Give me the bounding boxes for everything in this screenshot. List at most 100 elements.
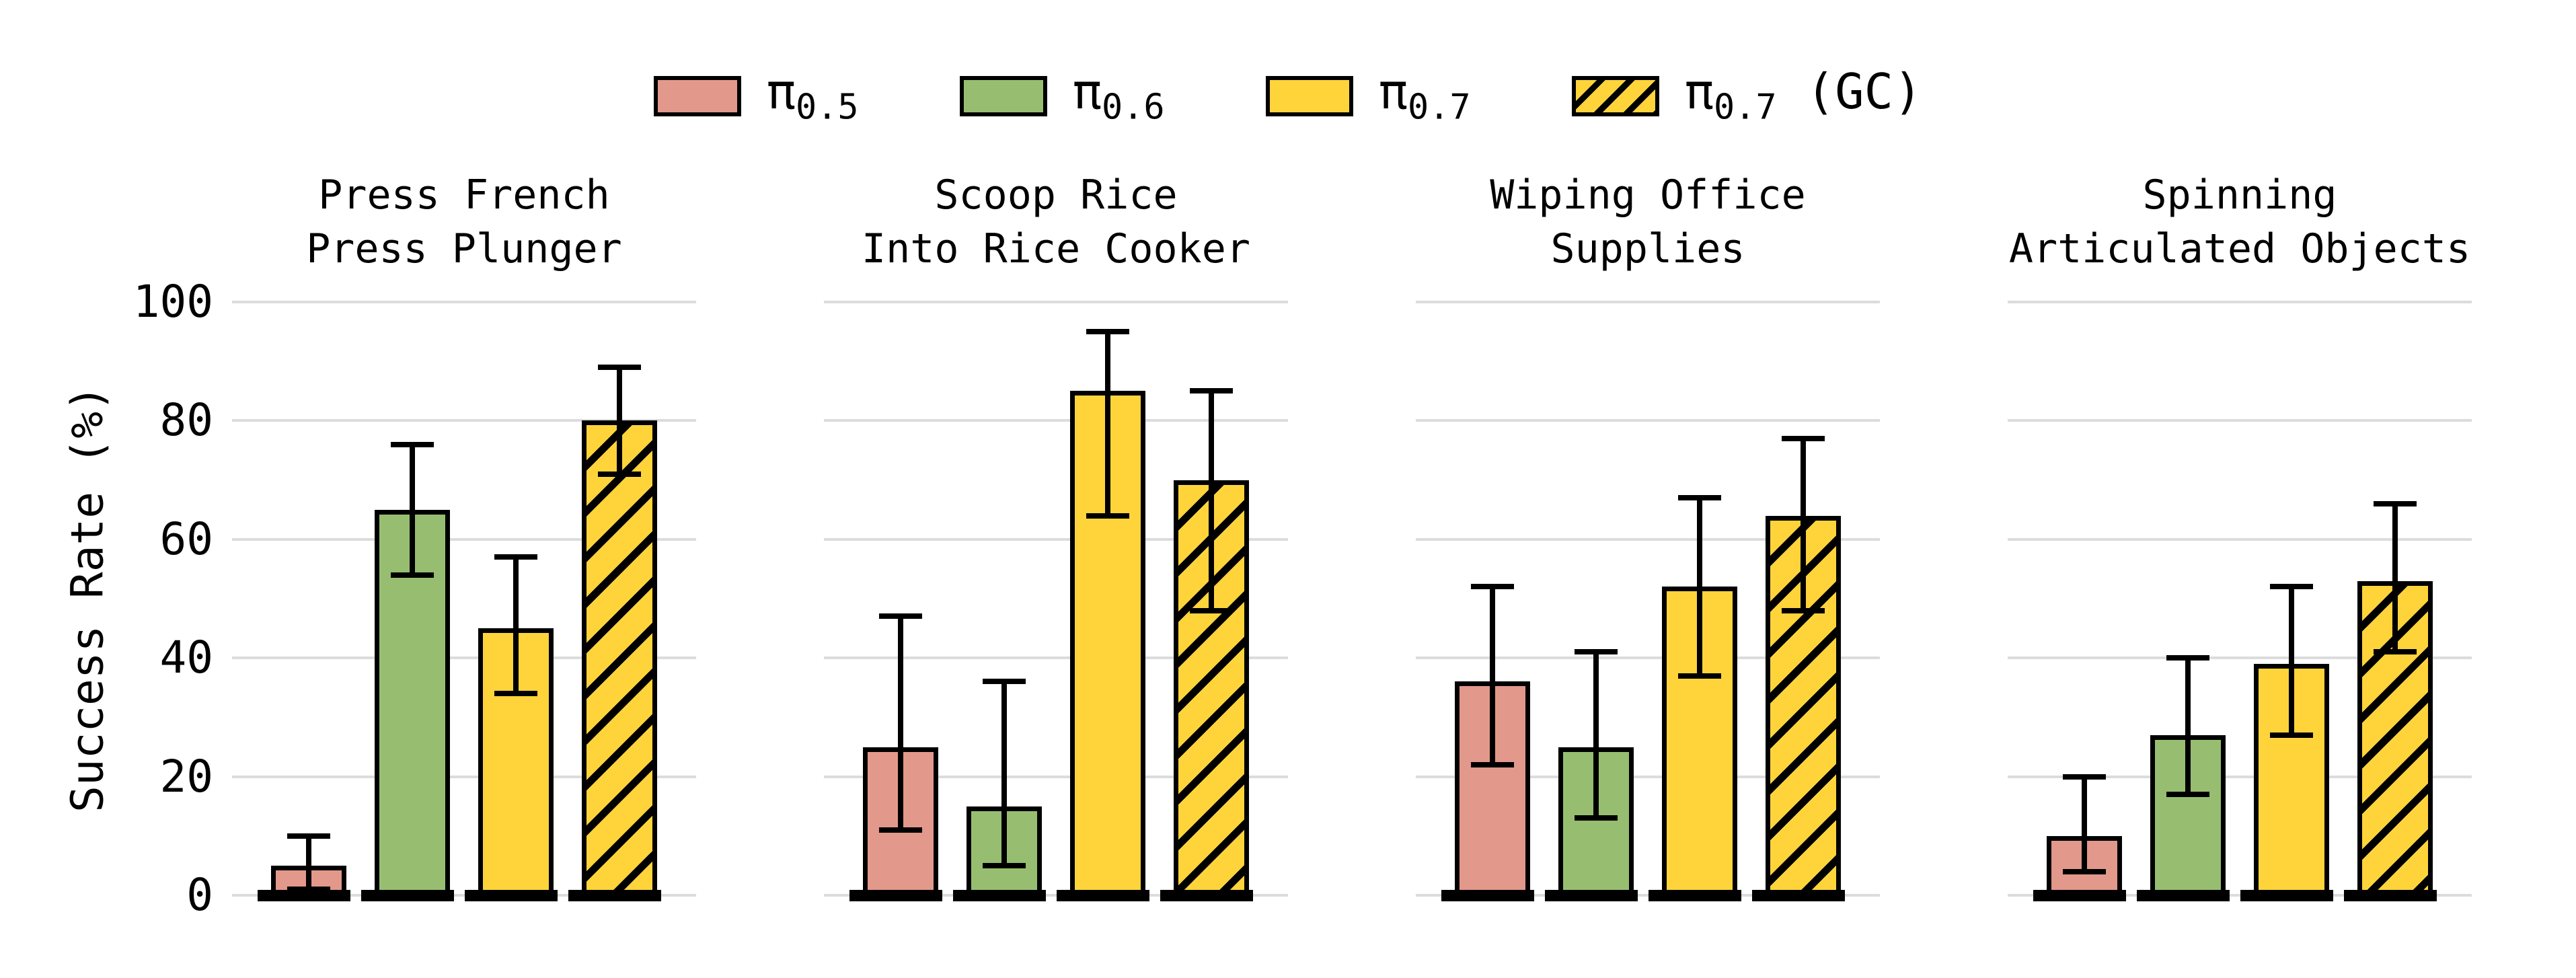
bar-base-shadow (1649, 890, 1741, 901)
error-bar-cap (598, 471, 641, 477)
gridline-20 (824, 775, 1288, 778)
panel-title: Wiping Office Supplies (1490, 172, 1806, 272)
error-bar-pi06 (1593, 652, 1599, 819)
error-bar-cap (879, 613, 922, 619)
panel-title: Scoop Rice Into Rice Cooker (862, 172, 1250, 272)
gridline-40 (2008, 656, 2472, 660)
y-tick-label-40: 40 (159, 632, 213, 684)
error-bar-cap (1471, 761, 1514, 767)
panel-2: Scoop Rice Into Rice Cooker (824, 168, 1288, 901)
y-tick-label-100: 100 (132, 276, 213, 328)
legend: π0.5 π0.6 π0.7 π0.7 (GC) (0, 67, 2576, 125)
error-bar-pi05 (898, 616, 903, 830)
error-bar-cap (2374, 500, 2417, 506)
y-tick-label-0: 0 (186, 869, 213, 921)
error-bar-cap (2166, 792, 2209, 798)
error-bar-cap (1678, 673, 1721, 679)
bar-base-shadow (849, 890, 942, 901)
gridline-60 (1416, 537, 1880, 541)
error-bar-cap (1471, 584, 1514, 590)
error-bar-cap (287, 887, 330, 893)
gridline-100 (824, 301, 1288, 303)
gridline-0 (1416, 894, 1880, 897)
gridline-100 (232, 301, 696, 303)
gridline-100 (1416, 301, 1880, 303)
bar-pi07gc (582, 420, 657, 899)
bar-pi05 (1455, 681, 1530, 899)
bar-base-shadow (2344, 890, 2437, 901)
error-bar-cap (1678, 495, 1721, 501)
gridline-100 (2008, 301, 2472, 303)
error-bar-pi07gc (617, 367, 622, 474)
error-bar-pi07 (1105, 332, 1110, 516)
gridline-40 (232, 656, 696, 660)
error-bar-pi05 (306, 835, 311, 890)
bar-base-shadow (258, 890, 350, 901)
error-bar-cap (2270, 584, 2313, 590)
error-bar-pi06 (410, 444, 415, 575)
gridline-80 (1416, 419, 1880, 422)
legend-item-pi06: π0.6 (959, 63, 1165, 128)
y-axis-ticks: 0 20 40 60 80 100 (114, 168, 232, 917)
error-bar-cap (1190, 388, 1233, 394)
error-bar-pi06 (1001, 681, 1007, 866)
bar-base-shadow (361, 890, 454, 901)
plot-area (1416, 301, 1880, 901)
legend-swatch-pi06 (959, 76, 1047, 117)
legend-item-pi07: π0.7 (1265, 67, 1471, 125)
y-axis-label: Success Rate (%) (61, 385, 114, 813)
bar-base-shadow (1441, 890, 1534, 901)
panels: Press French Press Plunger Scoop Rice Into … (232, 168, 2472, 901)
panel-title: Spinning Articulated Objects (2008, 172, 2471, 272)
error-bar-cap (494, 691, 537, 697)
gridline-0 (2008, 894, 2472, 897)
legend-swatch-pi05 (653, 76, 741, 117)
error-bar-cap (1086, 513, 1129, 519)
gridline-40 (1416, 656, 1880, 660)
error-bar-cap (2063, 868, 2106, 874)
chart: Success Rate (%) 0 20 40 60 80 100 Press Fren… (61, 168, 2472, 917)
error-bar-pi06 (2185, 658, 2191, 795)
error-bar-cap (2270, 732, 2313, 738)
error-bar-pi07gc (1209, 391, 1214, 611)
error-bar-cap (1782, 435, 1825, 441)
bar-base-shadow (1160, 890, 1253, 901)
gridline-0 (824, 894, 1288, 897)
error-bar-pi07 (1697, 498, 1702, 676)
error-bar-cap (983, 679, 1026, 685)
legend-label-pi07gc: π0.7 (GC) (1684, 63, 1923, 128)
gridline-0 (232, 894, 696, 897)
error-bar-cap (2063, 774, 2106, 780)
plot-area (2008, 301, 2472, 901)
gridline-40 (824, 656, 1288, 660)
y-tick-label-20: 20 (159, 750, 213, 802)
legend-label-pi06: π0.6 (1072, 63, 1165, 128)
panel-title: Press French Press Plunger (306, 172, 622, 272)
y-tick-label-60: 60 (159, 513, 213, 565)
plot-area (824, 301, 1288, 901)
legend-swatch-pi07 (1265, 76, 1353, 117)
panel-4: Spinning Articulated Objects (2008, 168, 2472, 901)
legend-swatch-pi07gc (1571, 76, 1659, 117)
legend-item-pi05: π0.5 (653, 67, 859, 125)
bar-base-shadow (465, 890, 558, 901)
y-axis-label-column: Success Rate (%) (61, 168, 114, 895)
error-bar-cap (1782, 607, 1825, 613)
error-bar-cap (391, 441, 434, 447)
error-bar-cap (1575, 815, 1618, 821)
gridline-80 (2008, 419, 2472, 422)
y-tick-label-80: 80 (159, 394, 213, 447)
legend-item-pi07gc: π0.7 (GC) (1571, 63, 1923, 128)
error-bar-cap (983, 862, 1026, 868)
gridline-60 (232, 537, 696, 541)
error-bar-pi07gc (2392, 503, 2398, 652)
error-bar-pi07 (2289, 587, 2294, 735)
gridline-80 (232, 419, 696, 422)
bar-base-shadow (1057, 890, 1149, 901)
error-bar-cap (2374, 649, 2417, 655)
bar-base-shadow (2137, 890, 2230, 901)
bar-base-shadow (568, 890, 661, 901)
panel-3: Wiping Office Supplies (1416, 168, 1880, 901)
plot-area (232, 301, 696, 901)
gridline-60 (824, 537, 1288, 541)
